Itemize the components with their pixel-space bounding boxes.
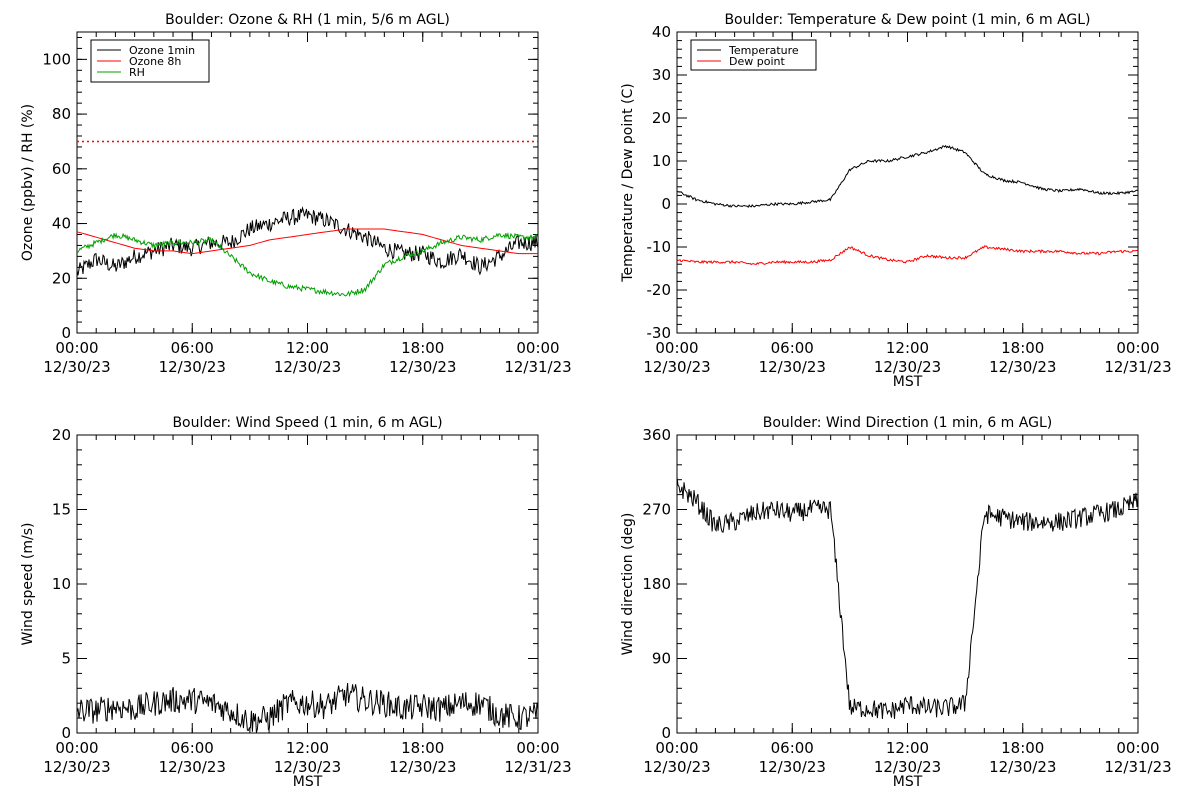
y-axis-label: Ozone (ppbv) / RH (%)	[20, 104, 36, 261]
y-tick-label: -20	[647, 281, 672, 299]
legend-label: RH	[129, 66, 145, 79]
series-line	[77, 228, 538, 255]
chart-title: Boulder: Temperature & Dew point (1 min,…	[724, 12, 1090, 28]
x-tick-label-time: 18:00	[1001, 339, 1044, 357]
x-tick-label-date: 12/30/23	[274, 358, 341, 376]
y-tick-label: 15	[52, 501, 71, 519]
y-tick-label: 180	[642, 575, 671, 593]
y-tick-label: 270	[642, 501, 671, 519]
y-tick-label: 5	[61, 650, 71, 668]
x-tick-label-date: 12/30/23	[874, 358, 941, 376]
x-tick-label-date: 12/30/23	[159, 358, 226, 376]
chart-title: Boulder: Wind Speed (1 min, 6 m AGL)	[172, 415, 442, 431]
y-tick-label: 360	[642, 426, 671, 444]
plot-frame	[676, 31, 1139, 334]
x-tick-label-time: 18:00	[401, 339, 444, 357]
x-tick-label-time: 12:00	[286, 739, 329, 757]
x-tick-label-date: 12/30/23	[159, 758, 226, 776]
x-tick-label-time: 06:00	[771, 739, 814, 757]
y-tick-label: 0	[61, 724, 71, 742]
series-line	[677, 477, 1138, 720]
legend-label: Ozone 1min	[129, 44, 195, 57]
x-tick-label-time: 18:00	[1001, 739, 1044, 757]
y-tick-label: 0	[661, 195, 671, 213]
y-tick-label: 0	[61, 324, 71, 342]
x-tick-label-date: 12/30/23	[643, 358, 710, 376]
y-axis-label: Temperature / Dew point (C)	[620, 83, 636, 282]
x-tick-label-time: 12:00	[886, 339, 929, 357]
x-tick-label-time: 12:00	[286, 339, 329, 357]
x-tick-label-time: 00:00	[516, 339, 559, 357]
x-tick-label-date: 12/30/23	[643, 758, 710, 776]
plot-frame	[676, 434, 1139, 734]
x-tick-label-date: 12/30/23	[43, 758, 110, 776]
y-axis-label: Wind direction (deg)	[620, 513, 636, 656]
y-tick-label: 60	[52, 160, 71, 178]
legend-label: Dew point	[729, 55, 785, 68]
y-tick-label: 10	[52, 575, 71, 593]
y-tick-label: 20	[52, 426, 71, 444]
chart-title: Boulder: Ozone & RH (1 min, 5/6 m AGL)	[165, 12, 450, 28]
y-tick-label: 0	[661, 724, 671, 742]
x-tick-label-time: 00:00	[516, 739, 559, 757]
x-tick-label-time: 18:00	[401, 739, 444, 757]
series-line	[77, 206, 538, 276]
y-tick-label: 30	[652, 66, 671, 84]
x-tick-label-date: 12/31/23	[504, 758, 571, 776]
x-tick-label-time: 00:00	[1116, 739, 1159, 757]
x-tick-label-date: 12/30/23	[989, 758, 1056, 776]
x-tick-label-date: 12/30/23	[389, 758, 456, 776]
x-tick-label-date: 12/31/23	[1104, 358, 1171, 376]
y-tick-label: 40	[652, 23, 671, 41]
y-tick-label: 20	[52, 269, 71, 287]
y-tick-label: 80	[52, 105, 71, 123]
x-axis-label: MST	[893, 774, 923, 790]
chart-title: Boulder: Wind Direction (1 min, 6 m AGL)	[763, 415, 1052, 431]
x-tick-label-date: 12/30/23	[274, 758, 341, 776]
series-line	[77, 231, 538, 298]
x-tick-label-date: 12/30/23	[874, 758, 941, 776]
plot-frame	[76, 434, 539, 734]
x-tick-label-time: 06:00	[171, 339, 214, 357]
legend-label: Temperature	[728, 44, 799, 57]
x-tick-label-date: 12/31/23	[1104, 758, 1171, 776]
x-tick-label-time: 12:00	[886, 739, 929, 757]
series-line	[677, 144, 1138, 209]
x-tick-label-time: 00:00	[655, 339, 698, 357]
x-tick-label-time: 00:00	[1116, 339, 1159, 357]
series-line	[677, 245, 1138, 266]
x-tick-label-date: 12/30/23	[759, 758, 826, 776]
x-tick-label-date: 12/30/23	[989, 358, 1056, 376]
x-tick-label-time: 06:00	[171, 739, 214, 757]
x-axis-label: MST	[893, 374, 923, 390]
y-tick-label: 10	[652, 152, 671, 170]
y-tick-label: 100	[42, 50, 71, 68]
y-tick-label: -30	[647, 324, 672, 342]
x-tick-label-date: 12/31/23	[504, 358, 571, 376]
y-tick-label: -10	[647, 238, 672, 256]
x-tick-label-date: 12/30/23	[389, 358, 456, 376]
x-tick-label-time: 06:00	[771, 339, 814, 357]
x-tick-label-time: 00:00	[55, 739, 98, 757]
legend-label: Ozone 8h	[129, 55, 181, 68]
x-tick-label-time: 00:00	[55, 339, 98, 357]
y-tick-label: 20	[652, 109, 671, 127]
y-axis-label: Wind speed (m/s)	[20, 523, 36, 646]
x-tick-label-date: 12/30/23	[43, 358, 110, 376]
x-axis-label: MST	[293, 774, 323, 790]
x-tick-label-date: 12/30/23	[759, 358, 826, 376]
y-tick-label: 40	[52, 215, 71, 233]
legend-box	[690, 39, 817, 71]
series-line	[77, 682, 538, 733]
x-tick-label-time: 00:00	[655, 739, 698, 757]
y-tick-label: 90	[652, 650, 671, 668]
